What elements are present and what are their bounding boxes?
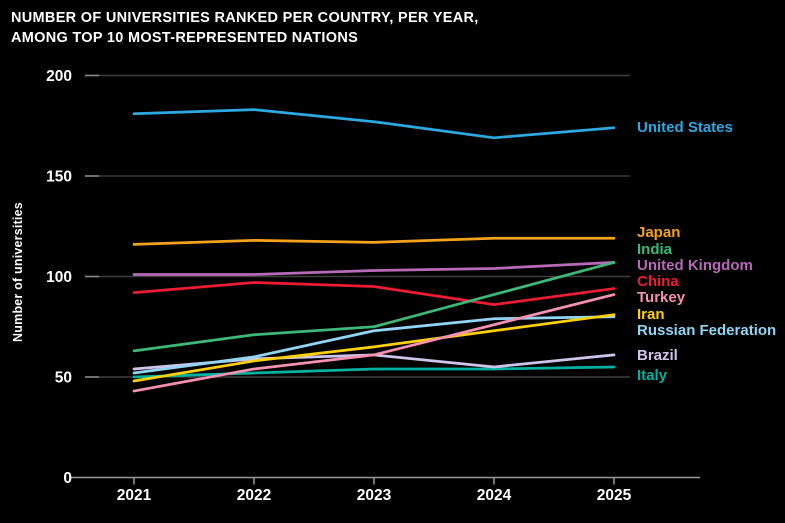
legend-label-turkey: Turkey <box>637 289 686 306</box>
line-india <box>132 261 616 353</box>
legend-label-united-states: United States <box>637 119 733 136</box>
x-tick-label: 2023 <box>357 487 392 504</box>
y-tick-label: 150 <box>46 169 72 186</box>
x-tick-label: 2025 <box>597 487 632 504</box>
legend-label-italy: Italy <box>637 367 668 384</box>
y-tick-label: 0 <box>63 470 72 487</box>
x-tick-label: 2021 <box>117 487 152 504</box>
line-russian-federation <box>132 315 616 375</box>
y-tick-label: 200 <box>46 68 72 85</box>
chart-title: NUMBER OF UNIVERSITIES RANKED PER COUNTR… <box>11 8 479 48</box>
line-united-kingdom <box>132 261 616 276</box>
line-italy <box>132 365 616 379</box>
line-turkey <box>132 293 616 393</box>
legend-label-japan: Japan <box>637 224 681 241</box>
legend-label-united-kingdom: United Kingdom <box>637 257 753 274</box>
line-china <box>132 281 616 307</box>
legend-label-brazil: Brazil <box>637 347 678 364</box>
line-japan <box>132 236 616 246</box>
line-iran <box>132 313 616 383</box>
line-united-states <box>132 108 616 140</box>
legend-label-china: China <box>637 273 679 290</box>
chart-title-line1: NUMBER OF UNIVERSITIES RANKED PER COUNTR… <box>11 10 479 26</box>
x-tick-label: 2022 <box>237 487 271 504</box>
y-tick-label: 50 <box>55 370 72 387</box>
legend-label-iran: Iran <box>637 306 665 323</box>
x-tick-label: 2024 <box>477 487 512 504</box>
legend-label-russian-federation: Russian Federation <box>637 322 777 339</box>
chart-title-line2: AMONG TOP 10 MOST-REPRESENTED NATIONS <box>11 30 359 46</box>
y-tick-label: 100 <box>46 269 72 286</box>
legend-label-india: India <box>637 241 673 258</box>
